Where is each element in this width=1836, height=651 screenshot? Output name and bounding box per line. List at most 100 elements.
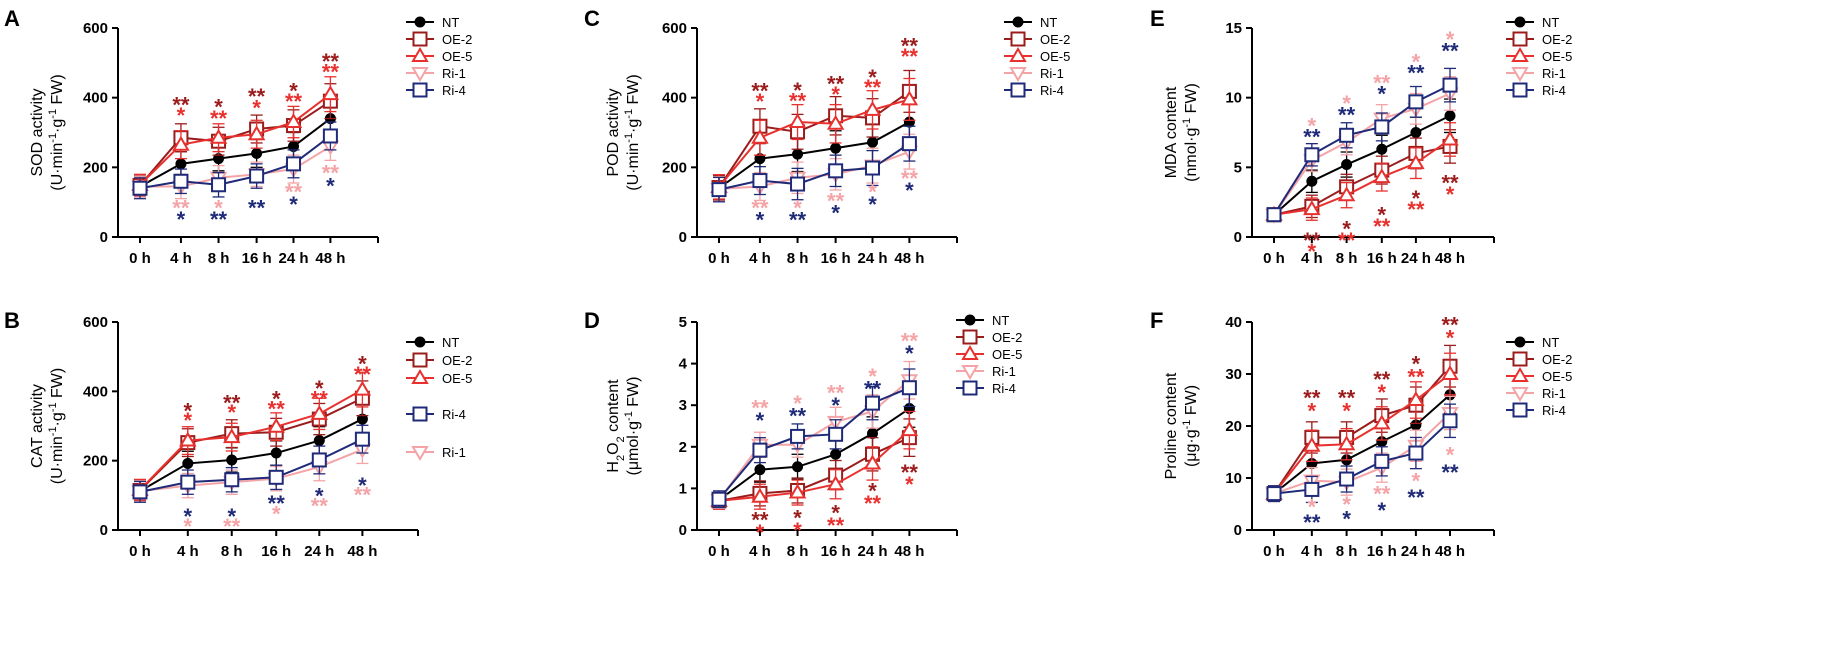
y-tick-label: 400 [83,90,108,107]
y-tick-label: 0 [100,229,108,246]
significance-mark: * [1378,380,1387,405]
x-tick-label: 48 h [315,250,345,267]
data-point [132,484,148,500]
significance-mark: * [1446,182,1455,207]
y-tick-label: 600 [662,20,687,37]
legend: NT OE-2 OE-5 Ri-1 Ri-4 [1004,15,1070,98]
x-tick-label: 0 h [129,250,151,267]
significance-mark: ** [268,397,286,422]
series-line [718,90,910,189]
data-point [830,142,842,154]
x-tick-label: 24 h [858,543,888,560]
significance-mark: * [868,192,877,217]
legend-label: Ri-1 [442,66,466,81]
significance-mark: * [177,207,186,232]
significance-mark: * [289,192,298,217]
data-point [792,148,804,160]
data-point [180,474,196,490]
x-tick-label: 24 h [1401,250,1431,267]
legend-label: Ri-4 [442,83,466,98]
significance-mark: ** [1441,313,1459,338]
legend-marker [1009,47,1027,62]
significance-mark: ** [901,33,919,58]
significance-mark: * [756,520,765,545]
data-point [1337,435,1356,451]
y-axis-title: MDA content [1163,86,1180,178]
data-point [711,182,727,198]
y-tick-label: 600 [83,314,108,331]
significance-mark: * [868,364,877,389]
series-nt [1268,375,1456,503]
data-point [828,163,844,179]
legend: NT OE-2 OE-5 Ri-4 Ri-1 [406,335,472,461]
data-point [711,491,727,507]
significance-mark: * [184,514,193,539]
x-tick-label: 48 h [894,543,924,560]
y-axis-unit: (μg·g-1 FW) [1181,385,1200,467]
significance-mark: * [1308,114,1317,139]
data-point [1306,175,1318,187]
y-axis-unit: (U·min-1·g-1 FW) [47,74,66,190]
data-point [211,177,227,193]
data-point [1304,481,1320,497]
data-point [1442,77,1458,93]
significance-mark: * [1342,217,1351,242]
data-point [826,475,845,491]
legend-label: NT [1542,15,1559,30]
x-tick-label: 16 h [242,250,272,267]
data-point [1374,453,1390,469]
series-oe-2 [1266,344,1458,503]
significance-mark: ** [1303,510,1321,535]
data-point [1442,413,1458,429]
significance-mark: ** [901,460,919,485]
significance-mark: ** [827,72,845,97]
significance-mark: ** [827,513,845,538]
x-tick-label: 16 h [261,543,291,560]
x-tick-label: 16 h [821,250,851,267]
data-point [1266,207,1282,223]
significance-mark: * [214,195,223,220]
data-point [132,180,148,196]
series-oe-2 [132,380,370,502]
y-tick-label: 10 [1225,90,1242,107]
legend: NT OE-2 OE-5 Ri-1 Ri-4 [406,15,472,98]
y-axis-unit: (U·min-1·g-1 FW) [623,74,642,190]
x-tick-label: 24 h [304,543,334,560]
series-oe-2 [1266,129,1458,223]
x-tick-label: 24 h [858,250,888,267]
significance-mark: ** [1373,482,1391,507]
data-point [1410,127,1422,138]
significance-mark: * [1308,398,1317,423]
series-line [1273,138,1451,216]
significance-mark: ** [223,390,241,415]
significance-mark: ** [285,180,303,205]
data-point [179,431,197,447]
significance-mark: ** [1303,125,1321,150]
x-tick-label: 16 h [821,543,851,560]
significance-mark: * [177,103,186,128]
significance-mark: ** [751,79,769,104]
significance-mark: * [793,391,802,416]
legend-marker [1512,402,1528,418]
significance-mark: * [272,386,281,411]
significance-mark: ** [1373,214,1391,239]
significance-mark: ** [751,508,769,533]
data-point [175,158,187,170]
significance-mark: * [1412,186,1421,211]
significance-mark: * [1342,507,1351,532]
series-ri-1 [1265,395,1459,503]
data-point [1337,186,1356,202]
data-point [901,380,917,396]
significance-mark: * [868,180,877,205]
series-line [139,93,332,186]
series-oe-5 [710,77,919,200]
y-tick-label: 2 [679,439,687,456]
legend-label: Ri-4 [1040,83,1064,98]
panel-c: C POD activity (U·min-1·g-1 FW) 0 200 400 600 0… [584,6,1070,267]
y-tick-label: 0 [1234,229,1242,246]
data-point [754,464,766,476]
legend-marker [1511,367,1529,382]
significance-mark: ** [268,491,286,516]
legend-label: NT [1542,335,1559,350]
